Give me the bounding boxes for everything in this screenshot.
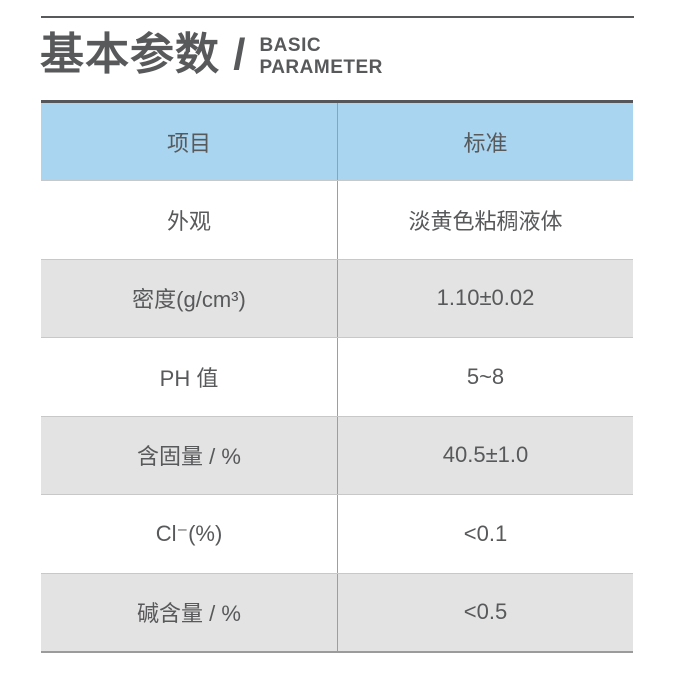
- section-title-chinese: 基本参数 /: [40, 30, 247, 79]
- section-title-en-line2: PARAMETER: [259, 57, 383, 79]
- parameter-table: 项目 标准 外观 淡黄色粘稠液体 密度(g/cm³) 1.10±0.02 PH …: [41, 100, 633, 653]
- table-header-row: 项目 标准: [41, 103, 633, 180]
- row-item-value: 淡黄色粘稠液体: [337, 181, 633, 259]
- section-title-en-line1: BASIC: [259, 34, 322, 56]
- column-header-item: 项目: [166, 130, 211, 156]
- table-row: Cl⁻(%) <0.1: [41, 494, 633, 573]
- row-item-value: 5~8: [337, 338, 633, 416]
- row-item-label: 含固量 / %: [137, 444, 241, 470]
- row-item-value: <0.1: [337, 495, 633, 573]
- row-item-label: 密度(g/cm³): [132, 287, 246, 313]
- table-row: 外观 淡黄色粘稠液体: [41, 180, 633, 259]
- row-item-value: 40.5±1.0: [337, 416, 633, 494]
- row-item-label: 碱含量 / %: [137, 601, 241, 627]
- section-title-english: BASIC PARAMETER: [259, 31, 382, 81]
- table-row: PH 值 5~8: [41, 337, 633, 416]
- top-divider-rule: [41, 16, 634, 18]
- table-row: 含固量 / % 40.5±1.0: [41, 415, 633, 494]
- row-item-value: 1.10±0.02: [337, 259, 633, 337]
- row-item-label: PH 值: [159, 365, 219, 391]
- section-title: 基本参数 / BASIC PARAMETER: [40, 30, 383, 81]
- table-row: 密度(g/cm³) 1.10±0.02: [41, 258, 633, 337]
- row-item-label: 外观: [166, 208, 211, 234]
- table-row: 碱含量 / % <0.5: [41, 572, 633, 651]
- row-item-label: Cl⁻(%): [155, 520, 223, 546]
- row-item-value: <0.5: [337, 573, 633, 651]
- column-header-standard: 标准: [337, 103, 633, 180]
